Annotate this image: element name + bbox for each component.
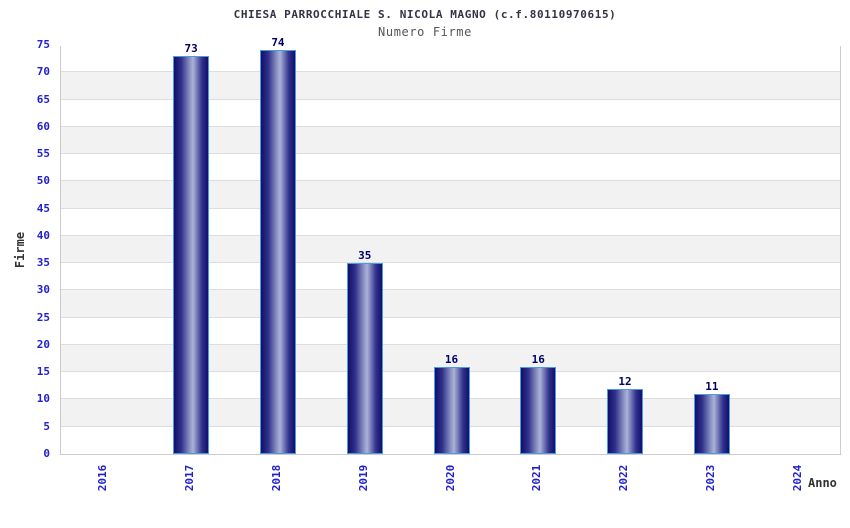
gridline <box>61 316 840 318</box>
gridline <box>61 98 840 100</box>
bar-2020 <box>433 366 470 454</box>
x-axis-label: Anno <box>808 476 837 490</box>
y-tick-label: 10 <box>36 392 50 406</box>
x-tick-label-2021: 2021 <box>530 464 544 492</box>
x-tick-label-2016: 2016 <box>96 464 110 492</box>
y-tick-label: 25 <box>36 310 50 324</box>
gridline <box>61 71 840 73</box>
y-tick-label: 65 <box>36 92 50 106</box>
y-tick-label: 70 <box>36 65 50 79</box>
y-tick-label: 60 <box>36 119 50 133</box>
x-tick-label-2018: 2018 <box>269 464 283 492</box>
gridline <box>61 180 840 182</box>
bar-value-label: 16 <box>444 352 459 366</box>
gridline <box>61 207 840 209</box>
gridline <box>61 125 840 127</box>
x-tick-label-2020: 2020 <box>443 464 457 492</box>
bar-2019 <box>346 263 383 454</box>
gridline <box>61 234 840 236</box>
gridline <box>61 262 840 264</box>
bar-value-label: 16 <box>531 352 545 366</box>
y-tick-label: 75 <box>36 38 50 51</box>
bar-2022 <box>607 388 644 454</box>
bar-2017 <box>173 55 210 454</box>
y-tick-label: 30 <box>36 283 50 297</box>
gridline <box>61 289 840 291</box>
x-tick-label-2019: 2019 <box>356 464 370 492</box>
y-tick-label: 0 <box>43 447 50 460</box>
bar-value-label: 35 <box>358 249 372 263</box>
y-tick-label: 55 <box>36 147 50 161</box>
bar-2018 <box>259 50 296 454</box>
gridline <box>61 343 840 345</box>
x-tick-label-2024: 2024 <box>790 464 804 492</box>
gridline <box>61 153 840 155</box>
x-tick-label-2022: 2022 <box>617 464 631 492</box>
chart-title: CHIESA PARROCCHIALE S. NICOLA MAGNO (c.f… <box>233 8 617 21</box>
bar-value-label: 12 <box>618 374 632 388</box>
bar-2023 <box>693 394 730 454</box>
y-tick-label: 35 <box>36 256 50 270</box>
chart: CHIESA PARROCCHIALE S. NICOLA MAGNO (c.f… <box>13 8 841 491</box>
y-tick-label: 45 <box>36 201 50 215</box>
bar-2021 <box>520 366 557 454</box>
y-tick-label: 15 <box>36 365 50 379</box>
plot-area: 73 74 35 16 16 12 11 <box>60 36 841 455</box>
y-tick-label: 20 <box>36 337 50 351</box>
bar-value-label: 73 <box>184 41 198 55</box>
chart-subtitle: Numero Firme <box>378 25 472 39</box>
x-tick-label-2023: 2023 <box>703 464 717 492</box>
y-tick-label: 50 <box>36 174 50 188</box>
bar-value-label: 74 <box>271 36 285 50</box>
y-tick-label: 40 <box>36 228 50 242</box>
x-tick-label-2017: 2017 <box>183 464 197 492</box>
bar-value-label: 11 <box>705 380 719 393</box>
y-tick-label: 5 <box>43 419 50 433</box>
